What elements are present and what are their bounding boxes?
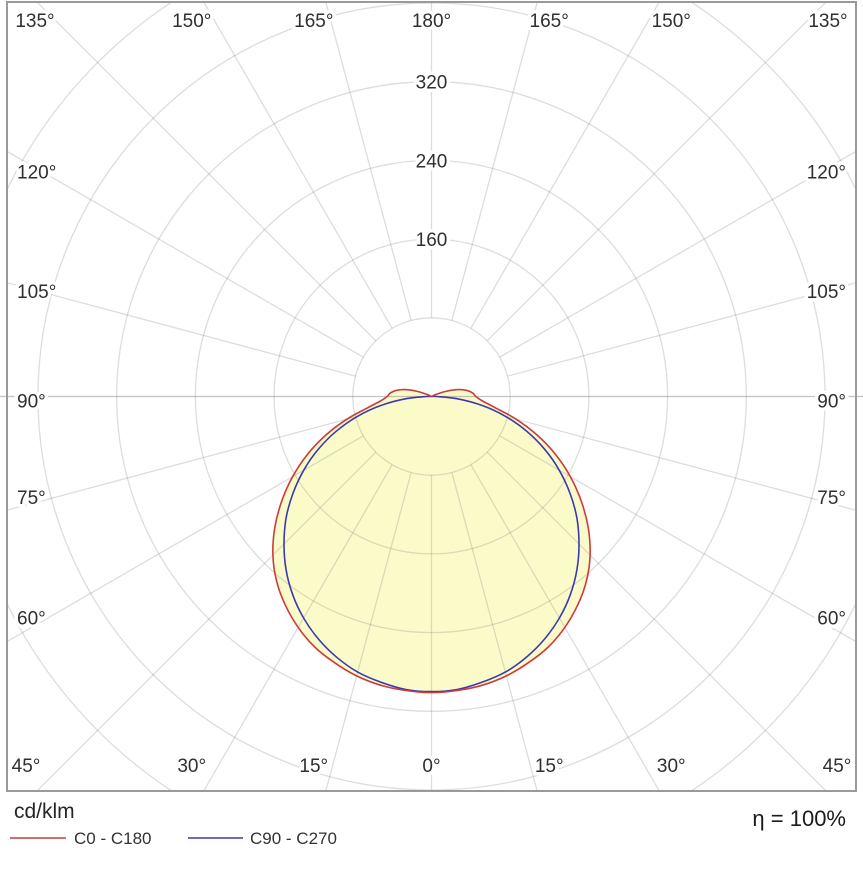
- angle-label-bottom-right-30: 30°: [657, 756, 686, 777]
- angle-label-bottom-right-15: 15°: [535, 756, 564, 777]
- unit-label: cd/klm: [14, 800, 75, 823]
- angle-label-top-left-165: 165°: [294, 11, 333, 32]
- radial-tick-160: 160: [416, 230, 448, 251]
- spoke-225: [36, 2, 377, 342]
- angle-label-top-left-135: 135°: [15, 11, 54, 32]
- curve-c0-c180: [272, 388, 591, 694]
- angle-label-right-75: 75°: [817, 488, 846, 509]
- angle-label-bottom-left-30: 30°: [177, 756, 206, 777]
- spoke-105: [507, 282, 856, 377]
- spoke-240: [7, 150, 364, 358]
- angle-label-left-90: 90°: [17, 392, 46, 413]
- spoke-195: [325, 2, 412, 321]
- radial-tick-240: 240: [416, 151, 448, 172]
- angle-label-left-120: 120°: [17, 162, 56, 183]
- angle-label-top-right-165: 165°: [530, 11, 569, 32]
- angle-label-right-120: 120°: [807, 162, 846, 183]
- angle-label-left-75: 75°: [17, 488, 46, 509]
- angle-label-right-90: 90°: [817, 392, 846, 413]
- spoke-150: [470, 2, 661, 329]
- radial-ring-160: [273, 238, 590, 555]
- spoke-255: [7, 282, 356, 377]
- light-distribution-fill: [272, 389, 591, 693]
- angle-label-top-180: 180°: [412, 11, 451, 32]
- spoke-210: [202, 2, 393, 329]
- angle-label-top-left-150: 150°: [172, 11, 211, 32]
- legend-label-c0-c180: C0 - C180: [74, 829, 151, 848]
- radial-ring-80: [352, 317, 511, 476]
- spoke-30: [470, 464, 661, 791]
- curve-c90-c270: [283, 395, 580, 693]
- spoke-330: [202, 464, 393, 791]
- spoke-60: [499, 435, 856, 643]
- spoke-315: [36, 451, 377, 791]
- spoke-345: [325, 472, 412, 791]
- angle-label-left-105: 105°: [17, 282, 56, 303]
- radial-tick-320: 320: [416, 73, 448, 94]
- spoke-15: [451, 472, 538, 791]
- efficiency-label: η = 100%: [752, 806, 846, 831]
- spoke-120: [499, 150, 856, 358]
- spoke-135: [486, 2, 827, 342]
- angle-label-top-right-150: 150°: [652, 11, 691, 32]
- angle-label-bottom-right-45: 45°: [823, 756, 852, 777]
- angle-label-right-105: 105°: [807, 282, 846, 303]
- radial-ring-320: [116, 81, 747, 712]
- spoke-285: [7, 416, 356, 511]
- angle-label-bottom-0: 0°: [422, 756, 440, 777]
- spoke-165: [451, 2, 538, 321]
- axis-labels-layer: 160 240 320 0° 15° 15° 30° 30° 45° 45° 60° 60° 75° 75…: [8, 8, 855, 781]
- intensity-curves-layer: [272, 388, 591, 694]
- angle-label-left-60: 60°: [17, 609, 46, 630]
- spoke-45: [486, 451, 827, 791]
- angle-label-bottom-left-45: 45°: [12, 756, 41, 777]
- radial-ring-240: [194, 159, 669, 634]
- spoke-75: [507, 416, 856, 511]
- plot-frame: [6, 1, 857, 792]
- angle-label-top-right-135: 135°: [808, 11, 847, 32]
- spoke-300: [7, 435, 364, 643]
- angle-label-right-60: 60°: [817, 609, 846, 630]
- distribution-fill-layer: [272, 389, 591, 693]
- angle-label-bottom-left-15: 15°: [299, 756, 328, 777]
- legend-label-c90-c270: C90 - C270: [250, 829, 337, 848]
